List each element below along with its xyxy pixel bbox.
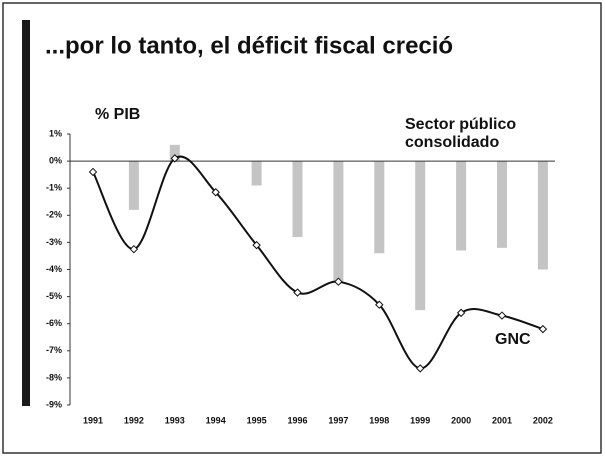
marker xyxy=(88,167,98,177)
legend-label: GNC xyxy=(495,331,531,348)
bar xyxy=(537,161,548,270)
y-tick-label: -6% xyxy=(46,318,62,328)
y-tick-label: -7% xyxy=(46,345,62,355)
marker xyxy=(415,364,425,373)
bar xyxy=(497,161,507,248)
x-tick-label: 1992 xyxy=(124,415,144,425)
y-tick-label: -3% xyxy=(46,237,62,247)
x-tick-label: 1996 xyxy=(287,415,307,425)
marker xyxy=(293,288,302,297)
marker xyxy=(334,277,343,286)
x-tick-label: 2002 xyxy=(533,415,553,425)
bar xyxy=(415,161,426,311)
marker xyxy=(129,244,139,254)
bar xyxy=(456,161,467,251)
marker xyxy=(252,240,261,250)
y-tick-label: 1% xyxy=(49,128,62,138)
y-axis-label: % PIB xyxy=(95,106,140,123)
bar xyxy=(128,161,139,210)
x-tick-label: 1991 xyxy=(83,415,103,425)
line xyxy=(92,155,544,370)
chart-title: ...por lo tanto, el déficit fiscal creci… xyxy=(45,32,453,59)
marker xyxy=(170,154,180,163)
y-tick-label: -8% xyxy=(46,372,62,382)
marker xyxy=(456,308,466,318)
y-tick-label: -1% xyxy=(46,183,62,193)
side-bar xyxy=(22,20,30,406)
marker xyxy=(538,324,548,334)
marker xyxy=(375,300,384,309)
y-tick-label: -5% xyxy=(46,291,62,301)
marker xyxy=(211,188,220,197)
y-tick-label: 0% xyxy=(49,155,62,165)
legend-label: Sector público consolidado xyxy=(405,116,516,151)
bar xyxy=(292,161,303,237)
x-tick-label: 2001 xyxy=(492,415,512,425)
y-tick-label: -2% xyxy=(46,210,62,220)
y-tick-label: -4% xyxy=(46,264,62,274)
bar xyxy=(374,161,385,254)
x-tick-label: 1999 xyxy=(410,415,430,425)
x-tick-label: 1997 xyxy=(328,415,348,425)
x-tick-label: 1993 xyxy=(165,415,185,425)
x-tick-label: 1998 xyxy=(369,415,389,425)
bar xyxy=(169,144,180,162)
y-tick-label: -9% xyxy=(46,399,62,409)
x-tick-label: 1994 xyxy=(206,415,226,425)
bar xyxy=(333,161,344,284)
marker xyxy=(497,311,507,320)
x-tick-label: 1995 xyxy=(247,415,267,425)
bar xyxy=(251,161,262,186)
x-tick-label: 2000 xyxy=(451,415,471,425)
